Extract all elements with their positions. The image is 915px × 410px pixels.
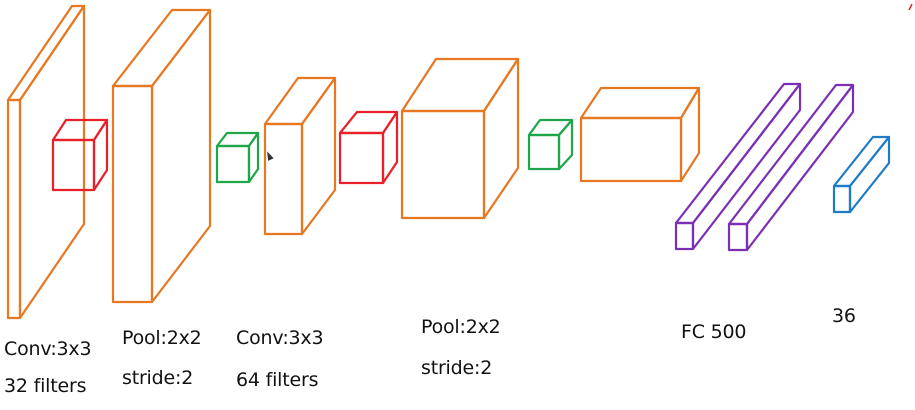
conv2-feature-map <box>263 76 337 236</box>
pool1-feature-map <box>111 8 212 304</box>
pool1-label-line1: Pool:2x2 <box>122 327 202 349</box>
fc2-layer <box>727 83 855 252</box>
pool1-label-line2: stride:2 <box>122 367 194 389</box>
conv2-kernel-cube <box>338 110 399 185</box>
conv1-label-line1: Conv:3x3 <box>4 338 92 360</box>
conv2-label-line2: 64 filters <box>236 369 319 391</box>
output-label: 36 <box>832 305 856 327</box>
conv1-kernel-cube <box>51 118 109 192</box>
fc1-layer <box>674 82 802 251</box>
conv2-label-line1: Conv:3x3 <box>236 327 324 349</box>
pool2-window-cube <box>527 118 574 171</box>
flatten-block <box>579 86 701 183</box>
stray-mark <box>908 3 913 11</box>
pool1-window-cube <box>215 131 260 184</box>
fc-label: FC 500 <box>681 321 747 343</box>
conv1-feature-map <box>6 4 86 320</box>
pool2-label-line2: stride:2 <box>421 357 493 379</box>
conv1-label-line2: 32 filters <box>4 375 87 397</box>
pool2-label-line1: Pool:2x2 <box>421 316 501 338</box>
pool2-feature-map <box>400 57 520 220</box>
output-layer <box>832 135 891 214</box>
